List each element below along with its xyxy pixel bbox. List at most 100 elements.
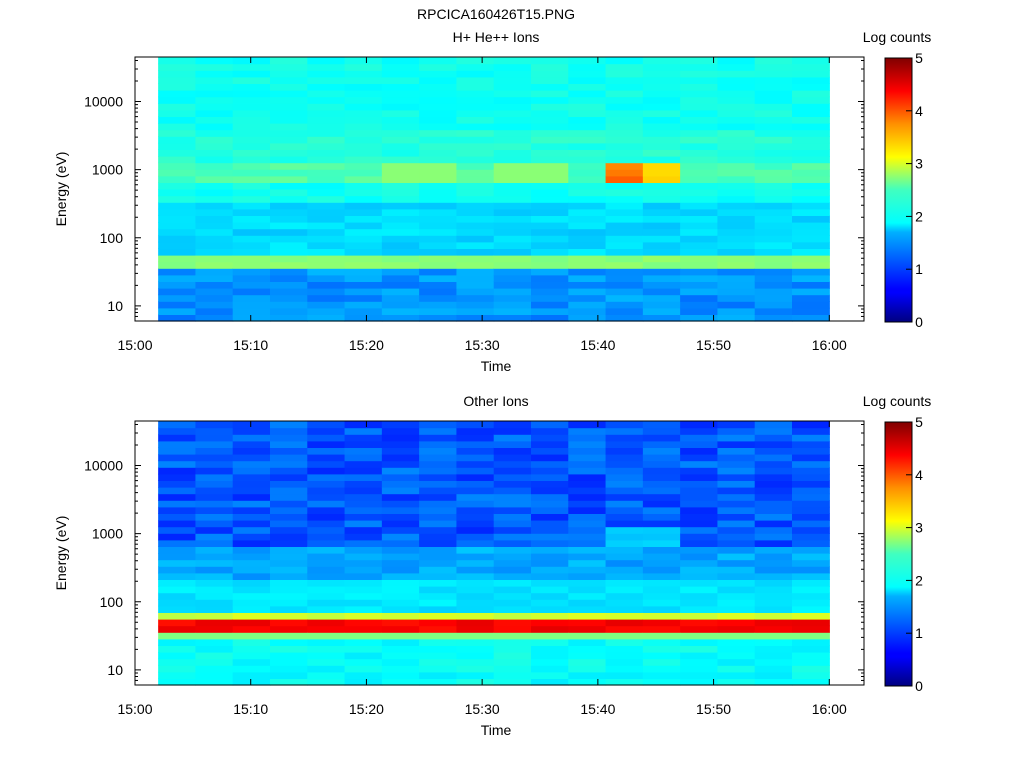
heatmap-cell: [642, 222, 681, 230]
heatmap-cell: [493, 248, 532, 256]
heatmap-cell: [680, 645, 719, 653]
heatmap-cell: [754, 261, 793, 269]
heatmap-cell: [344, 539, 383, 547]
heatmap-cell: [754, 586, 793, 594]
heatmap-cell: [717, 274, 756, 282]
heatmap-cell: [344, 586, 383, 594]
heatmap-cell: [531, 182, 569, 190]
heatmap-cell: [792, 605, 830, 613]
heatmap-cell: [568, 288, 607, 296]
heatmap-cell: [158, 182, 197, 190]
heatmap-cell: [456, 665, 495, 673]
heatmap-cell: [381, 83, 420, 91]
heatmap-cell: [344, 632, 383, 640]
heatmap-cell: [456, 506, 495, 514]
heatmap-cell: [232, 506, 271, 514]
heatmap-cell: [270, 63, 308, 71]
heatmap-cell: [493, 57, 532, 65]
heatmap-cell: [754, 116, 793, 124]
heatmap-cell: [531, 559, 569, 567]
heatmap-cell: [717, 195, 756, 203]
heatmap-cell: [568, 500, 607, 508]
heatmap-cell: [381, 142, 420, 150]
heatmap-cell: [419, 222, 458, 230]
heatmap-cell: [419, 566, 458, 574]
y-tick-label: 1000: [92, 162, 123, 178]
heatmap-cell: [680, 612, 719, 620]
heatmap-cell: [792, 123, 830, 131]
heatmap-cell: [381, 553, 420, 561]
heatmap-cell: [568, 281, 607, 289]
heatmap-cell: [792, 513, 830, 521]
heatmap-cell: [456, 142, 495, 150]
heatmap-cell: [158, 208, 197, 216]
heatmap-cell: [605, 447, 644, 455]
heatmap-cell: [717, 566, 756, 574]
y-tick-label: 10000: [84, 94, 123, 110]
heatmap-cell: [680, 421, 719, 429]
heatmap-cell: [232, 553, 271, 561]
heatmap-cell: [605, 572, 644, 580]
heatmap-cell: [456, 605, 495, 613]
heatmap-cell: [792, 202, 830, 210]
heatmap-cell: [270, 202, 308, 210]
heatmap-cell: [717, 506, 756, 514]
heatmap-cell: [717, 90, 756, 98]
heatmap-cell: [605, 103, 644, 111]
heatmap-cell: [792, 248, 830, 256]
heatmap-cell: [605, 678, 644, 686]
heatmap-cell: [680, 57, 719, 65]
heatmap-cell: [642, 513, 681, 521]
heatmap-cell: [792, 592, 830, 600]
heatmap-cell: [307, 473, 346, 481]
heatmap-cell: [419, 261, 458, 269]
heatmap-cell: [605, 129, 644, 137]
heatmap-cell: [642, 83, 681, 91]
heatmap-cell: [605, 116, 644, 124]
heatmap-cell: [605, 294, 644, 302]
x-tick-label: 16:00: [812, 701, 847, 717]
heatmap-cell: [531, 90, 569, 98]
heatmap-cell: [568, 149, 607, 157]
heatmap-cell: [680, 658, 719, 666]
heatmap-cell: [754, 129, 793, 137]
heatmap-cell: [344, 175, 383, 183]
heatmap-cell: [531, 645, 569, 653]
heatmap-cell: [307, 638, 346, 646]
heatmap-cell: [270, 57, 308, 65]
heatmap-cell: [419, 427, 458, 435]
heatmap-cell: [792, 241, 830, 249]
heatmap-cell: [344, 268, 383, 276]
heatmap-cell: [717, 57, 756, 65]
heatmap-cell: [381, 671, 420, 679]
heatmap-cell: [344, 553, 383, 561]
heatmap-cell: [493, 586, 532, 594]
heatmap-cell: [642, 546, 681, 554]
heatmap-cell: [568, 202, 607, 210]
heatmap-cell: [531, 268, 569, 276]
heatmap-cell: [158, 513, 197, 521]
heatmap-cell: [493, 70, 532, 78]
heatmap-cell: [531, 222, 569, 230]
heatmap-cell: [493, 202, 532, 210]
heatmap-cell: [792, 103, 830, 111]
heatmap-cell: [158, 586, 197, 594]
heatmap-cell: [605, 539, 644, 547]
heatmap-cell: [307, 671, 346, 679]
heatmap-cell: [419, 156, 458, 164]
heatmap-cell: [754, 274, 793, 282]
heatmap-cell: [680, 447, 719, 455]
heatmap-cell: [307, 506, 346, 514]
heatmap-cell: [568, 195, 607, 203]
heatmap-cell: [717, 301, 756, 309]
heatmap-cell: [642, 274, 681, 282]
heatmap-cell: [568, 480, 607, 488]
heatmap-cell: [493, 454, 532, 462]
heatmap-cell: [344, 202, 383, 210]
heatmap-cell: [381, 169, 420, 177]
heatmap-cell: [381, 76, 420, 84]
heatmap-cell: [307, 175, 346, 183]
heatmap-cell: [456, 592, 495, 600]
heatmap-cell: [344, 612, 383, 620]
heatmap-cell: [158, 70, 197, 78]
